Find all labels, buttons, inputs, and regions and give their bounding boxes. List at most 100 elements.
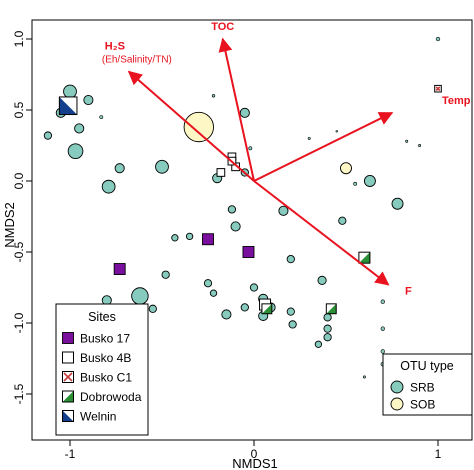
site-point-busko-4b <box>216 168 226 177</box>
otu-point-srb <box>418 144 422 147</box>
site-point-busko-17 <box>202 233 214 246</box>
otu-point-srb <box>240 303 249 312</box>
y-tick-label: 0.5 <box>12 101 26 118</box>
otu-point-srb <box>335 130 339 133</box>
vector-label: F <box>405 286 412 298</box>
otu-point-srb <box>83 95 94 106</box>
otu-point-srb <box>114 163 125 174</box>
vector-label: Temp (Depth) <box>442 95 474 107</box>
legend-sites: Sites Busko 17 Busko 4B Busko C1 Dobrowoda W… <box>55 303 149 436</box>
env-vectors: TOC H₂S (Eh/Salinity/TN) Temp (Depth) F <box>102 21 474 298</box>
otu-point-srb <box>405 139 409 143</box>
otu-point-srb <box>391 197 404 210</box>
legend-sites-marker <box>62 351 74 364</box>
otu-point-srb <box>203 279 213 288</box>
otu-point-srb <box>227 205 237 214</box>
otu-point-srb <box>155 159 169 174</box>
legend-otu-label: SOB <box>410 398 435 412</box>
legend-otu-label: SRB <box>410 381 435 395</box>
legend-otu-marker <box>390 397 404 411</box>
vector-sublabel: (Eh/Salinity/TN) <box>102 55 172 66</box>
otu-point-srb <box>248 146 253 151</box>
x-tick-label: 0 <box>251 447 258 461</box>
otu-point-srb <box>67 143 84 159</box>
otu-point-srb <box>363 175 376 187</box>
otu-point-srb <box>249 283 259 292</box>
site-point-dobrowoda <box>261 303 273 315</box>
otu-point-srb <box>209 289 218 297</box>
otu-point-srb <box>43 131 53 140</box>
otu-point-srb <box>435 36 441 42</box>
otu-point-srb <box>221 309 232 320</box>
otu-point-srb <box>230 221 241 232</box>
otu-point-srb <box>278 205 289 216</box>
y-tick-label: -1.0 <box>12 312 26 333</box>
otu-point-srb <box>148 304 157 313</box>
otu-point-sob <box>183 111 214 143</box>
otu-point-srb <box>131 287 149 305</box>
site-point-dobrowoda <box>325 303 337 315</box>
otu-point-srb <box>323 324 332 333</box>
vector-label: H₂S <box>105 41 125 53</box>
otu-point-srb <box>286 254 295 264</box>
otu-point-srb <box>185 232 194 241</box>
otu-point-srb <box>74 123 85 134</box>
site-point-busko-c1 <box>434 84 442 93</box>
x-tick-label: 1 <box>435 447 442 461</box>
y-tick-label: -0.5 <box>12 241 26 262</box>
legend-sites-label: Busko 17 <box>80 332 130 346</box>
site-points <box>58 84 442 315</box>
y-axis: -1.5 -1.0 -0.5 0.0 0.5 1.0 <box>12 30 32 404</box>
site-point-busko-17 <box>242 246 255 258</box>
otu-point-srb <box>63 84 77 99</box>
site-point-dobrowoda <box>358 251 371 264</box>
x-axis: -2-1012 <box>65 440 442 461</box>
legend-otu-title: OTU type <box>400 359 454 373</box>
otu-point-srb <box>239 107 250 118</box>
legend-sites-label: Dobrowoda <box>80 390 142 404</box>
site-point-busko-17 <box>113 263 126 275</box>
otu-point-srb <box>338 216 347 225</box>
otu-point-srb <box>307 136 311 140</box>
vector-arrow <box>127 70 255 182</box>
legend-otu: OTU type SRB SOB <box>382 353 473 416</box>
otu-point-srb <box>99 115 104 120</box>
otu-point-srb <box>353 181 358 186</box>
x-tick-label: -1 <box>65 447 76 461</box>
legend-sites-marker <box>62 390 74 403</box>
otu-point-srb <box>314 340 323 348</box>
vector-label: TOC <box>211 21 234 33</box>
y-tick-label: -1.5 <box>12 383 26 404</box>
x-axis-label: NMDS1 <box>232 456 278 470</box>
otu-point-srb <box>101 179 116 194</box>
otu-point-sob <box>340 162 352 175</box>
vector-arrow <box>218 37 255 182</box>
y-tick-label: 1.0 <box>12 30 26 47</box>
site-point-welnin <box>58 96 78 116</box>
legend-otu-marker <box>390 380 404 394</box>
legend-sites-marker <box>62 371 74 383</box>
vector-arrow <box>253 111 394 182</box>
vector-arrow <box>253 180 390 286</box>
legend-sites-marker <box>62 332 74 344</box>
otu-point-srb <box>362 375 366 379</box>
otu-point-srb <box>380 349 385 354</box>
otu-point-srb <box>288 320 297 329</box>
plot-frame <box>31 19 473 441</box>
otu-point-srb <box>211 94 216 98</box>
y-axis-label: NMDS2 <box>2 202 17 248</box>
otu-point-srb <box>161 270 170 279</box>
legend-sites-marker <box>62 410 74 422</box>
otu-point-srb <box>171 234 179 242</box>
y-tick-label: 0.0 <box>12 172 26 189</box>
otu-point-srb <box>286 307 295 316</box>
otu-point-srb <box>323 313 332 322</box>
otu-point-srb <box>380 299 385 304</box>
legend-sites-label: Busko C1 <box>80 371 132 385</box>
legend-sites-title: Sites <box>88 310 116 324</box>
otu-point-srb <box>323 333 332 342</box>
legend-sites-label: Busko 4B <box>80 351 131 365</box>
legend-sites-label: Welnin <box>80 410 116 424</box>
otu-point-srb <box>317 275 327 285</box>
